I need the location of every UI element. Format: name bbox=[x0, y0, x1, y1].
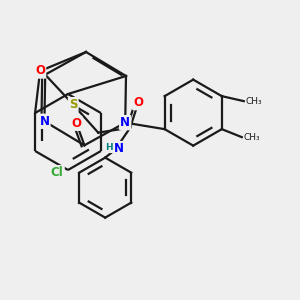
Text: N: N bbox=[120, 116, 130, 129]
Text: O: O bbox=[133, 96, 143, 109]
Text: H: H bbox=[105, 143, 113, 152]
Text: O: O bbox=[71, 117, 81, 130]
Text: S: S bbox=[69, 98, 77, 111]
Text: Cl: Cl bbox=[51, 166, 64, 179]
Text: N: N bbox=[39, 115, 50, 128]
Text: N: N bbox=[114, 142, 124, 155]
Text: CH₃: CH₃ bbox=[244, 133, 260, 142]
Text: CH₃: CH₃ bbox=[246, 97, 262, 106]
Text: O: O bbox=[35, 64, 45, 77]
